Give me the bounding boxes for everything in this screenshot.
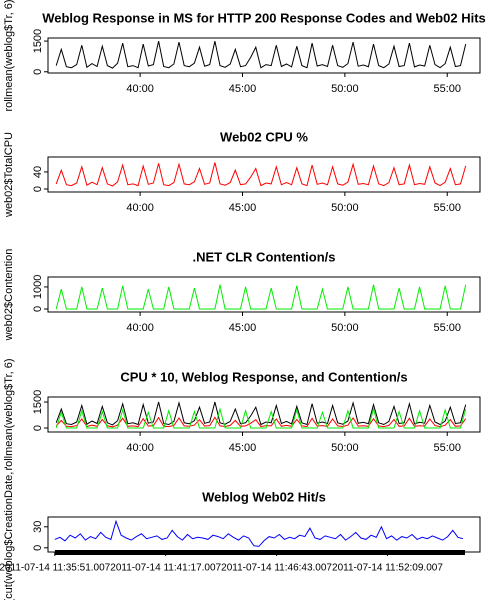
y-tick-label: 1000 [32, 275, 44, 299]
y-axis-label: web02$TotalCPU [3, 132, 15, 218]
x-tick-label: 40:00 [126, 442, 154, 454]
y-axis-label: web02$Contention [3, 249, 15, 342]
x-tick-label: 50:00 [331, 83, 359, 95]
y-axis-label: rollmean(weblog$Tr, 6) [3, 0, 15, 112]
y-tick-label: 0 [32, 545, 44, 551]
y-tick-label: 0 [32, 306, 44, 312]
x-tick-label: 55:00 [433, 442, 461, 454]
x-tick-label: 45:00 [229, 83, 257, 95]
y-tick-label: 30 [32, 521, 44, 533]
x-tick-label: 50:00 [331, 202, 359, 214]
chart-title: Weblog Web02 Hit/s [202, 489, 326, 504]
series-line [55, 416, 467, 428]
x-tick-label: 2011-07-14 11:46:43.007 [221, 563, 332, 574]
y-tick-label: 0 [32, 186, 44, 192]
y-axis-label: rollmean(weblog$Tr, 6) [3, 358, 15, 470]
x-tick-label: 2011-07-14 11:35:51.007 [0, 563, 111, 574]
x-tick-label: 2011-07-14 11:52:09.007 [332, 563, 443, 574]
plot-box [47, 37, 481, 74]
plot-box [47, 516, 481, 553]
x-tick-label: 50:00 [331, 442, 359, 454]
chart-title: Weblog Response in MS for HTTP 200 Respo… [42, 10, 486, 25]
chart-title: Web02 CPU % [220, 129, 308, 144]
series-line [55, 40, 467, 69]
series-line [55, 162, 467, 187]
plot-box [47, 156, 481, 193]
series-line [54, 519, 464, 547]
x-tick-label: 40:00 [126, 202, 154, 214]
x-tick-label: 45:00 [229, 202, 257, 214]
x-tick-label: 40:00 [126, 83, 154, 95]
chart-title: CPU * 10, Weblog Response, and Contentio… [120, 369, 407, 384]
y-tick-label: 1500 [32, 29, 44, 53]
y-tick-label: 0 [32, 69, 44, 75]
x-tick-label: 45:00 [229, 442, 257, 454]
y-tick-label: 1500 [32, 390, 44, 414]
series-line [55, 284, 467, 310]
x-tick-label: 55:00 [433, 202, 461, 214]
y-tick-label: 40 [32, 166, 44, 178]
y-tick-label: 0 [32, 425, 44, 431]
chart-title: .NET CLR Contention/s [193, 249, 336, 264]
x-tick-label: 55:00 [433, 83, 461, 95]
x-tick-label: 50:00 [331, 322, 359, 334]
x-tick-label: 2011-07-14 11:41:17.007 [110, 563, 221, 574]
plot-box [47, 276, 481, 313]
x-tick-label: 45:00 [229, 322, 257, 334]
series-line [55, 407, 467, 429]
y-axis-label: (cut(weblog$CreationDate, ' [3, 466, 15, 600]
x-tick-label: 40:00 [126, 322, 154, 334]
plot-box [47, 396, 481, 433]
x-tick-label: 55:00 [433, 322, 461, 334]
